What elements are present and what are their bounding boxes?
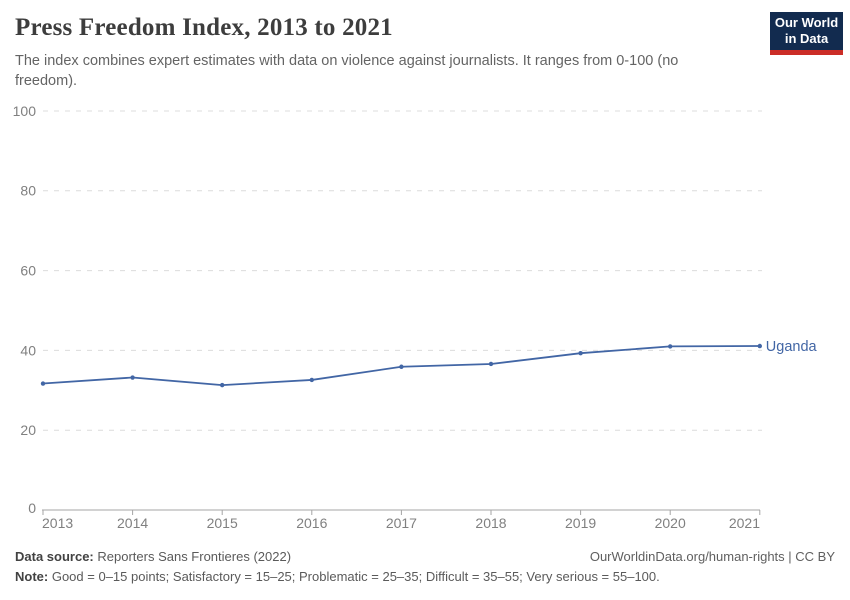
chart-footer: Data source: Reporters Sans Frontieres (… [15,547,835,587]
data-source-line: Data source: Reporters Sans Frontieres (… [15,547,291,567]
data-point[interactable] [757,343,762,349]
data-point[interactable] [220,382,225,388]
x-axis-tick-label: 2013 [42,515,73,531]
owid-logo[interactable]: Our World in Data [770,12,843,55]
line-chart-plot[interactable]: 0 20 40 60 80 100 2013 2014 2015 2016 2017 2018 2019… [0,0,850,545]
owid-url-link[interactable]: OurWorldinData.org/human-rights | CC BY [589,549,835,564]
data-point[interactable] [130,375,135,380]
data-point[interactable] [488,361,494,367]
y-axis-tick-label: 60 [20,263,36,279]
x-axis-tick-label: 2016 [296,515,327,531]
data-point[interactable] [40,381,46,386]
chart-title: Press Freedom Index, 2013 to 2021 [15,14,393,41]
x-axis-tick-label: 2014 [117,515,148,531]
note-text: Good = 0–15 points; Satisfactory = 15–25… [51,569,660,585]
y-axis-tick-label: 20 [20,422,36,438]
series-end-label: Uganda [766,339,818,355]
y-axis-tick-label: 100 [13,103,37,119]
chart-subtitle: The index combines expert estimates with… [15,53,679,89]
data-point[interactable] [668,344,673,349]
x-axis-tick-label: 2021 [729,515,760,531]
x-axis-tick-label: 2015 [207,515,238,531]
note-label: Note: [15,569,49,585]
data-source-label: Data source: [15,549,94,564]
y-axis-tick-label: 0 [28,500,36,516]
data-point[interactable] [578,350,583,356]
data-point[interactable] [399,364,404,369]
owid-logo-red-bar [770,50,843,55]
x-axis-tick-label: 2017 [386,515,417,531]
x-axis-tick-label: 2019 [565,515,596,531]
owid-logo-line2: in Data [784,31,829,46]
data-point[interactable] [309,377,314,383]
x-axis-tick-label: 2020 [655,515,686,531]
x-axis-tick-label: 2018 [475,515,506,531]
data-source-text: Reporters Sans Frontieres (2022) [97,549,292,564]
y-axis-tick-label: 80 [20,183,36,199]
y-axis-tick-label: 40 [20,342,36,358]
owid-logo-line1: Our World [774,14,839,30]
